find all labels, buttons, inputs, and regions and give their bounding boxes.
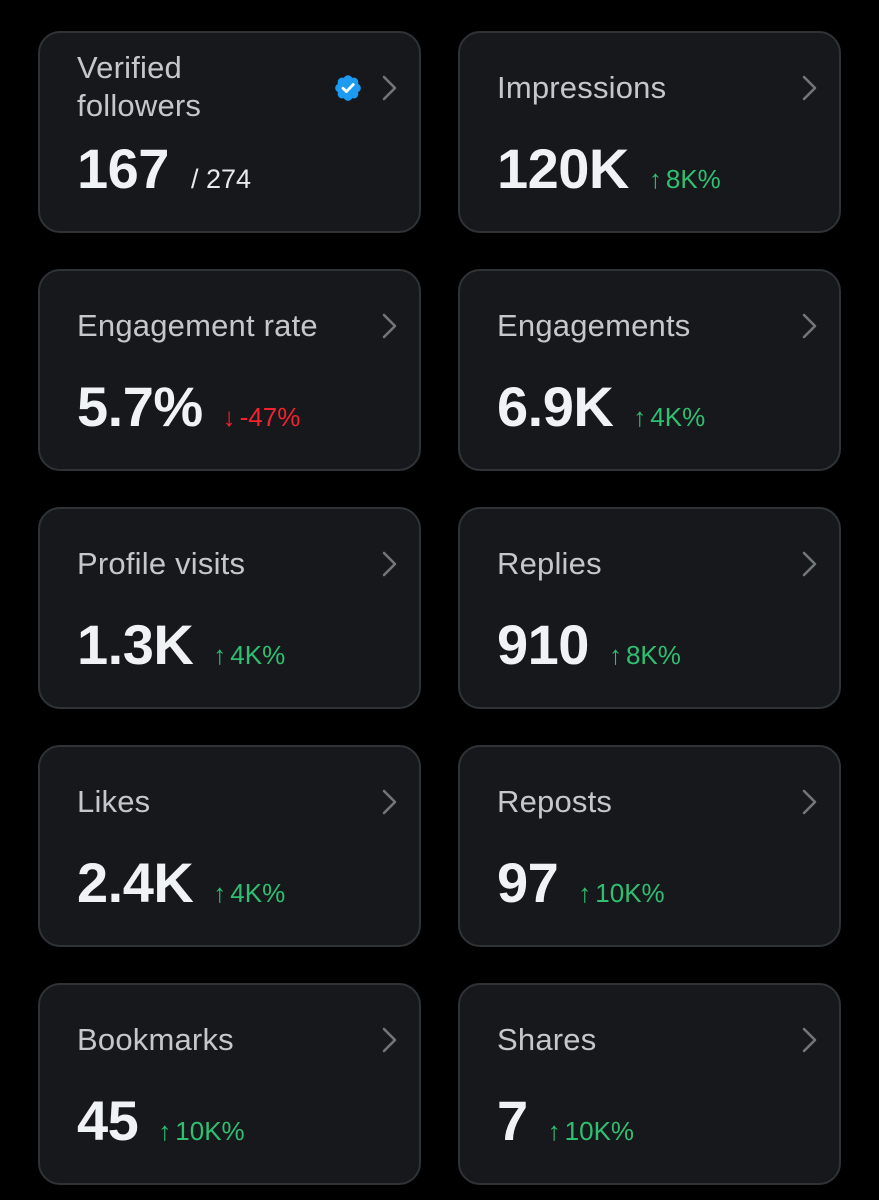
bookmarks-card[interactable]: Bookmarks 45 ↑ 10K% — [38, 983, 421, 1185]
arrow-up-icon: ↑ — [633, 402, 647, 432]
metric-change: ↑ 4K% — [213, 640, 285, 671]
chevron-right-icon — [379, 787, 401, 817]
change-percent: 4K% — [650, 402, 706, 432]
chevron-right-icon — [799, 787, 821, 817]
metric-value: 45 — [77, 1089, 139, 1152]
arrow-up-icon: ↑ — [608, 640, 622, 670]
verified-followers-card[interactable]: Verified followers 167 / 274 — [38, 31, 421, 233]
chevron-right-icon — [799, 549, 821, 579]
metric-change: ↑ 8K% — [649, 164, 721, 195]
chevron-right-icon — [799, 311, 821, 341]
change-percent: -47% — [239, 402, 301, 432]
change-percent: 4K% — [230, 878, 286, 908]
shares-card[interactable]: Shares 7 ↑ 10K% — [458, 983, 841, 1185]
metric-total: / 274 — [190, 164, 251, 194]
chevron-right-icon — [379, 549, 401, 579]
metric-value-row: 45 ↑ 10K% — [77, 1091, 245, 1151]
card-title: Reposts — [497, 784, 613, 819]
metric-value-row: 910 ↑ 8K% — [497, 615, 681, 675]
metric-value-row: 5.7% ↓ -47% — [77, 377, 300, 437]
metric-value: 120K — [497, 137, 629, 200]
metric-value-row: 120K ↑ 8K% — [497, 139, 721, 199]
profile-visits-card[interactable]: Profile visits 1.3K ↑ 4K% — [38, 507, 421, 709]
metric-value: 910 — [497, 613, 589, 676]
metric-value: 167 — [77, 137, 169, 200]
arrow-up-icon: ↑ — [547, 1116, 561, 1146]
metrics-grid: Verified followers 167 / 274 Impressions… — [38, 31, 841, 1185]
card-title: Shares — [497, 1022, 597, 1057]
impressions-card[interactable]: Impressions 120K ↑ 8K% — [458, 31, 841, 233]
arrow-up-icon: ↑ — [213, 878, 227, 908]
arrow-up-icon: ↑ — [648, 164, 662, 194]
metric-change: ↑ 8K% — [609, 640, 681, 671]
arrow-up-icon: ↑ — [158, 1116, 172, 1146]
chevron-right-icon — [799, 73, 821, 103]
arrow-up-icon: ↑ — [213, 640, 227, 670]
arrow-down-icon: ↓ — [222, 402, 236, 432]
metric-value-row: 97 ↑ 10K% — [497, 853, 665, 913]
change-percent: 8K% — [625, 640, 681, 670]
change-percent: 10K% — [175, 1116, 245, 1146]
metric-value: 7 — [497, 1089, 528, 1152]
likes-card[interactable]: Likes 2.4K ↑ 4K% — [38, 745, 421, 947]
metric-value-row: 167 / 274 — [77, 139, 251, 199]
card-title: Engagements — [497, 308, 691, 343]
metric-value-row: 1.3K ↑ 4K% — [77, 615, 285, 675]
card-title: Verified followers — [77, 50, 202, 123]
metric-change: ↓ -47% — [223, 402, 301, 433]
engagements-card[interactable]: Engagements 6.9K ↑ 4K% — [458, 269, 841, 471]
arrow-up-icon: ↑ — [578, 878, 592, 908]
metric-change: ↑ 4K% — [213, 878, 285, 909]
change-percent: 8K% — [665, 164, 721, 194]
metric-value-row: 2.4K ↑ 4K% — [77, 853, 285, 913]
chevron-right-icon — [799, 1025, 821, 1055]
metric-change: ↑ 10K% — [578, 878, 664, 909]
metric-value: 6.9K — [497, 375, 614, 438]
metric-change: ↑ 4K% — [633, 402, 705, 433]
metric-change: ↑ 10K% — [158, 1116, 244, 1147]
metric-change: ↑ 10K% — [548, 1116, 634, 1147]
card-title: Impressions — [497, 70, 667, 105]
change-percent: 4K% — [230, 640, 286, 670]
verified-badge-icon — [333, 73, 363, 103]
metric-value: 5.7% — [77, 375, 203, 438]
change-percent: 10K% — [595, 878, 665, 908]
card-title: Engagement rate — [77, 308, 318, 343]
engagement-rate-card[interactable]: Engagement rate 5.7% ↓ -47% — [38, 269, 421, 471]
replies-card[interactable]: Replies 910 ↑ 8K% — [458, 507, 841, 709]
reposts-card[interactable]: Reposts 97 ↑ 10K% — [458, 745, 841, 947]
change-percent: 10K% — [564, 1116, 635, 1146]
metric-value: 2.4K — [77, 851, 194, 914]
metric-value: 1.3K — [77, 613, 194, 676]
card-title: Bookmarks — [77, 1022, 234, 1057]
chevron-right-icon — [379, 73, 401, 103]
card-title: Likes — [77, 784, 151, 819]
card-title: Profile visits — [77, 546, 246, 581]
metric-value-row: 6.9K ↑ 4K% — [497, 377, 705, 437]
metric-value: 97 — [497, 851, 559, 914]
card-title: Replies — [497, 546, 602, 581]
chevron-right-icon — [379, 1025, 401, 1055]
chevron-right-icon — [379, 311, 401, 341]
metric-value-row: 7 ↑ 10K% — [497, 1091, 634, 1151]
